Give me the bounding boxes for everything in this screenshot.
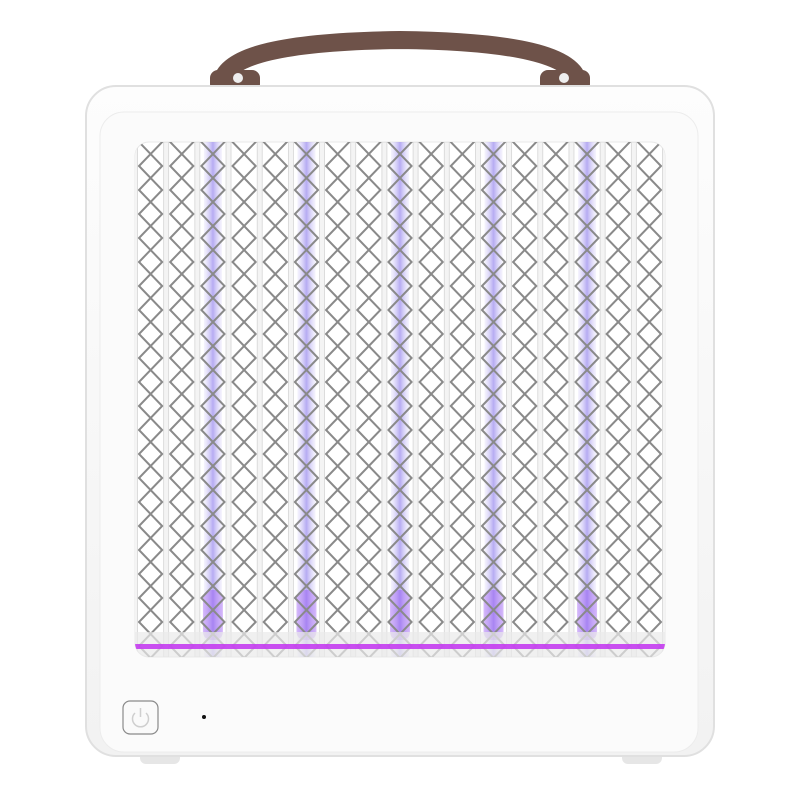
carry-handle[interactable] [213,30,587,91]
grid-wire [449,142,476,657]
handle-screw-right [559,73,569,83]
grid-wire [199,142,226,657]
grid-wire [137,142,164,657]
electric-grid [135,142,665,657]
grid-separator [662,142,665,657]
grid-wire [605,142,632,657]
grid-wire [168,142,195,657]
grid-wire [262,142,289,657]
grid-separator [412,142,419,657]
grid-separator [225,142,232,657]
grid-wire [542,142,569,657]
grid-wire [636,142,663,657]
grid-separator [443,142,450,657]
grid-separator [599,142,606,657]
grid-separator [381,142,388,657]
grid-separator [475,142,481,657]
grid-wire [231,142,258,657]
grid-separator [568,142,575,657]
grid-separator [287,142,294,657]
grid-wire [324,142,351,657]
grid-separator [350,142,357,657]
grid-wire [355,142,382,657]
indicator-light-icon [202,715,206,719]
grid-wire [480,142,507,657]
grid-separator [537,142,544,657]
grid-wire [387,142,413,657]
grid-wire [511,142,538,657]
power-button[interactable] [122,700,159,735]
uv-glow-bar [135,644,665,649]
grid-separator [135,142,138,657]
grid-separator [194,142,201,657]
grid-separator [256,142,263,657]
grid-wire [293,142,320,657]
grid-separator [506,142,513,657]
handle-screw-left [233,73,243,83]
power-button-icon [131,708,150,728]
grid-separator [163,142,170,657]
grid-separator [319,142,325,657]
grid-wire [574,142,601,657]
grid-separator [630,142,637,657]
grid-wire [418,142,445,657]
